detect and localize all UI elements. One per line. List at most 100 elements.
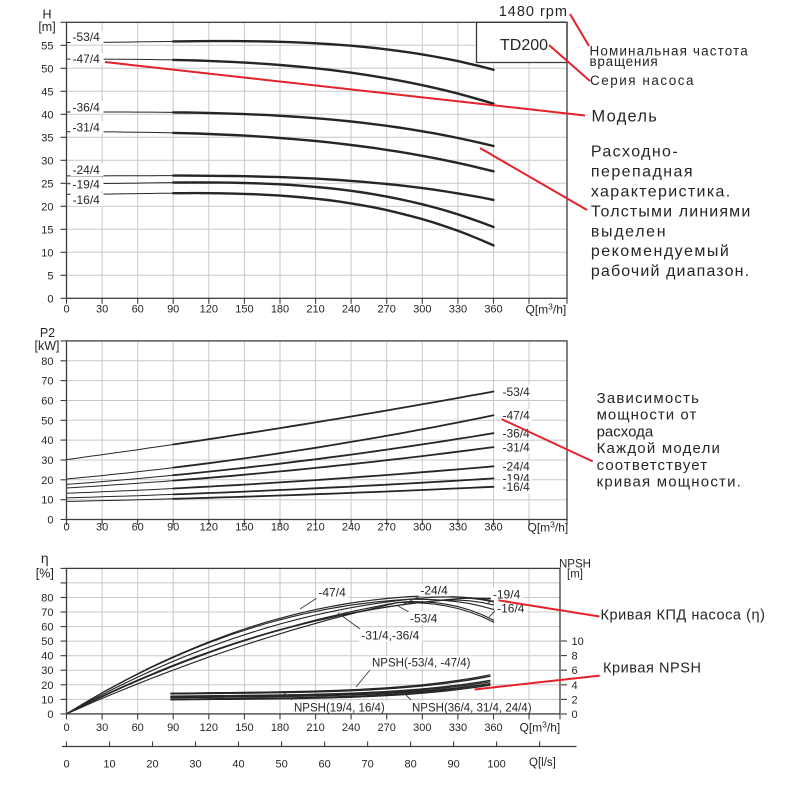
- svg-text:6: 6: [572, 665, 578, 677]
- svg-text:Q[l/s]: Q[l/s]: [529, 757, 556, 769]
- svg-text:-53/4: -53/4: [73, 30, 101, 44]
- svg-text:50: 50: [41, 63, 53, 75]
- svg-text:-19/4: -19/4: [73, 178, 101, 192]
- svg-text:60: 60: [132, 522, 144, 534]
- svg-text:-31/4,-36/4: -31/4,-36/4: [361, 629, 419, 643]
- svg-text:150: 150: [235, 522, 253, 534]
- svg-text:Кривая КПД насоса (η): Кривая КПД насоса (η): [601, 608, 766, 624]
- svg-text:Q[m3/h]: Q[m3/h]: [528, 520, 569, 535]
- svg-text:-36/4: -36/4: [503, 427, 531, 441]
- svg-text:10: 10: [41, 694, 53, 706]
- svg-text:-24/4: -24/4: [420, 583, 448, 597]
- svg-text:0: 0: [47, 709, 53, 721]
- svg-text:вращения: вращения: [590, 54, 659, 69]
- svg-text:4: 4: [572, 680, 578, 692]
- svg-text:20: 20: [146, 759, 158, 771]
- svg-text:-53/4: -53/4: [503, 385, 531, 399]
- svg-text:30: 30: [96, 304, 108, 316]
- svg-text:270: 270: [378, 522, 396, 534]
- svg-text:NPSH(19/4, 16/4): NPSH(19/4, 16/4): [294, 702, 385, 714]
- svg-text:40: 40: [232, 759, 244, 771]
- svg-text:1480 rpm: 1480 rpm: [499, 4, 568, 20]
- svg-text:-16/4: -16/4: [73, 193, 101, 207]
- svg-text:-31/4: -31/4: [503, 440, 531, 454]
- svg-text:20: 20: [41, 475, 53, 487]
- svg-text:180: 180: [271, 304, 289, 316]
- svg-text:30: 30: [189, 759, 201, 771]
- svg-text:90: 90: [167, 722, 179, 734]
- svg-text:рабочий диапазон.: рабочий диапазон.: [591, 263, 750, 280]
- svg-text:120: 120: [200, 304, 218, 316]
- svg-text:100: 100: [487, 759, 505, 771]
- svg-text:0: 0: [572, 709, 578, 721]
- svg-text:50: 50: [275, 759, 287, 771]
- svg-text:10: 10: [103, 759, 115, 771]
- svg-text:90: 90: [167, 522, 179, 534]
- svg-text:70: 70: [41, 376, 53, 388]
- svg-text:10: 10: [41, 495, 53, 507]
- svg-text:330: 330: [449, 722, 467, 734]
- svg-text:перепадная: перепадная: [591, 164, 694, 181]
- svg-text:120: 120: [200, 522, 218, 534]
- svg-text:50: 50: [41, 636, 53, 648]
- svg-text:[%]: [%]: [36, 567, 54, 581]
- svg-text:80: 80: [404, 759, 416, 771]
- svg-text:360: 360: [484, 522, 502, 534]
- svg-text:40: 40: [41, 109, 53, 121]
- svg-text:соответствует: соответствует: [597, 457, 709, 474]
- svg-text:-19/4: -19/4: [493, 587, 521, 601]
- svg-text:210: 210: [306, 522, 324, 534]
- svg-text:-36/4: -36/4: [73, 100, 101, 114]
- svg-text:10: 10: [41, 247, 53, 259]
- svg-text:Серия насоса: Серия насоса: [590, 73, 695, 88]
- svg-text:расхода: расхода: [597, 423, 654, 440]
- svg-text:60: 60: [132, 304, 144, 316]
- svg-text:0: 0: [47, 293, 53, 305]
- svg-text:300: 300: [413, 522, 431, 534]
- svg-text:кривая мощности.: кривая мощности.: [597, 474, 742, 491]
- svg-text:Кривая NPSH: Кривая NPSH: [603, 661, 702, 677]
- svg-text:70: 70: [361, 759, 373, 771]
- svg-text:Расходно-: Расходно-: [591, 144, 679, 161]
- svg-text:80: 80: [41, 593, 53, 605]
- svg-text:выделен: выделен: [591, 223, 667, 240]
- svg-text:Модель: Модель: [592, 108, 659, 126]
- svg-text:0: 0: [63, 722, 69, 734]
- svg-text:360: 360: [484, 722, 502, 734]
- svg-text:NPSH(36/4, 31/4, 24/4): NPSH(36/4, 31/4, 24/4): [412, 702, 532, 714]
- svg-text:300: 300: [413, 304, 431, 316]
- svg-text:240: 240: [342, 722, 360, 734]
- svg-text:-16/4: -16/4: [503, 480, 531, 494]
- svg-text:360: 360: [484, 304, 502, 316]
- svg-text:300: 300: [413, 722, 431, 734]
- svg-text:-47/4: -47/4: [503, 409, 531, 423]
- svg-text:20: 20: [41, 680, 53, 692]
- svg-text:50: 50: [41, 415, 53, 427]
- svg-text:рекомендуемый: рекомендуемый: [591, 243, 730, 260]
- svg-text:40: 40: [41, 435, 53, 447]
- svg-text:150: 150: [235, 304, 253, 316]
- svg-text:5: 5: [47, 270, 53, 282]
- svg-text:70: 70: [41, 607, 53, 619]
- svg-text:20: 20: [41, 201, 53, 213]
- svg-text:30: 30: [96, 522, 108, 534]
- svg-text:330: 330: [449, 304, 467, 316]
- svg-text:35: 35: [41, 132, 53, 144]
- svg-text:60: 60: [41, 622, 53, 634]
- svg-text:0: 0: [63, 522, 69, 534]
- svg-text:210: 210: [306, 304, 324, 316]
- svg-text:60: 60: [132, 722, 144, 734]
- svg-text:η: η: [41, 550, 49, 566]
- svg-text:30: 30: [41, 665, 53, 677]
- svg-text:25: 25: [41, 178, 53, 190]
- svg-text:55: 55: [41, 40, 53, 52]
- svg-text:Q[m3/h]: Q[m3/h]: [526, 302, 567, 317]
- svg-text:Q[m3/h]: Q[m3/h]: [520, 720, 561, 735]
- svg-text:-53/4: -53/4: [410, 611, 438, 625]
- svg-text:NPSH: NPSH: [559, 559, 591, 571]
- svg-text:30: 30: [41, 455, 53, 467]
- svg-text:45: 45: [41, 86, 53, 98]
- svg-text:0: 0: [63, 304, 69, 316]
- svg-text:Номинальная частота: Номинальная частота: [590, 44, 749, 59]
- svg-text:[kW]: [kW]: [35, 339, 60, 353]
